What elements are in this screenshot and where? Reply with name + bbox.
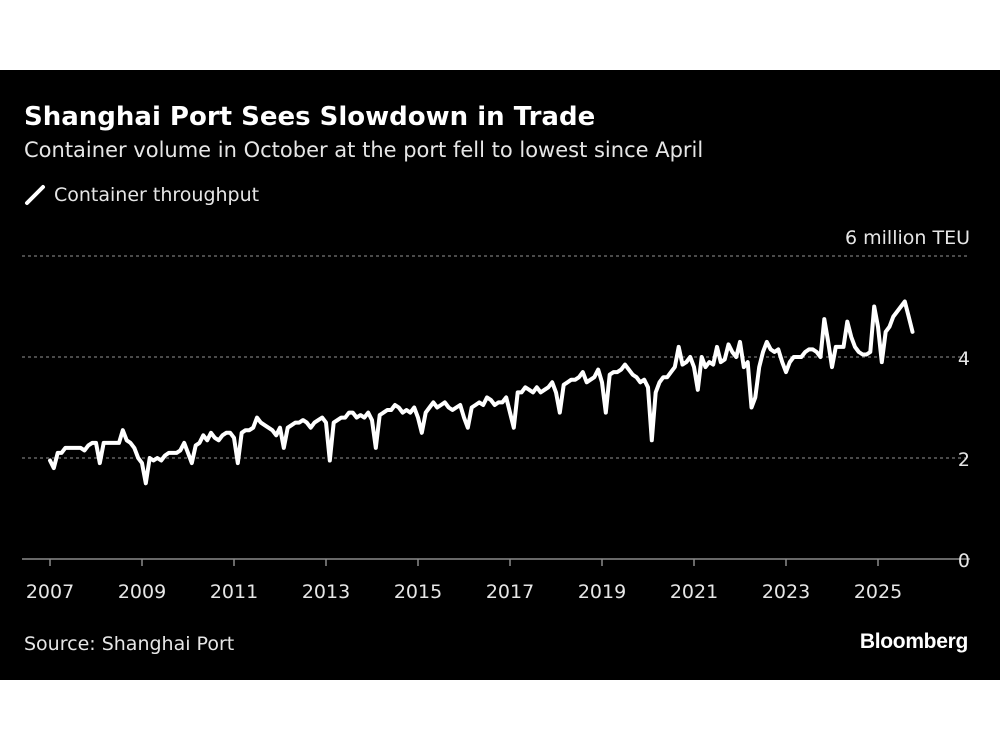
x-tick-label: 2013 xyxy=(302,581,350,603)
x-tick-label: 2009 xyxy=(118,581,166,603)
x-tick-label: 2011 xyxy=(210,581,258,603)
series-line-container-throughput xyxy=(48,299,915,486)
plot-area: 0 2 4 6 million TEU 2007 2009 2011 2013 2015 2017… xyxy=(22,227,970,603)
x-tick-label: 2021 xyxy=(670,581,718,603)
source-note: Source: Shanghai Port xyxy=(24,633,235,655)
x-tick-label: 2007 xyxy=(26,581,74,603)
y-tick-label: 4 xyxy=(958,348,970,370)
bloomberg-logo: Bloomberg xyxy=(859,630,968,653)
y-tick-label: 2 xyxy=(958,449,970,471)
x-tick-label: 2017 xyxy=(486,581,534,603)
x-tick-label: 2023 xyxy=(762,581,810,603)
x-tick-label: 2015 xyxy=(394,581,442,603)
x-tick-label: 2025 xyxy=(854,581,902,603)
chart-panel: Shanghai Port Sees Slowdown in Trade Con… xyxy=(0,70,1000,680)
legend-label: Container throughput xyxy=(54,184,260,206)
chart-subtitle: Container volume in October at the port … xyxy=(24,138,704,162)
legend: Container throughput xyxy=(24,184,259,206)
x-tick-label: 2019 xyxy=(578,581,626,603)
y-tick-label: 0 xyxy=(958,550,970,572)
legend-line-icon xyxy=(25,185,45,205)
chart-title: Shanghai Port Sees Slowdown in Trade xyxy=(24,102,596,132)
y-tick-label: 6 million TEU xyxy=(845,227,970,249)
